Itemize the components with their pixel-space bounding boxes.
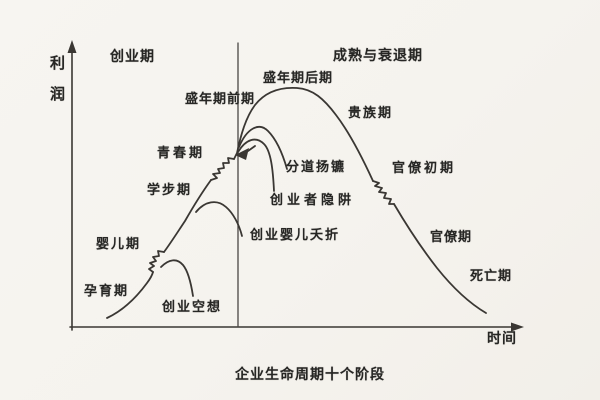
x-axis-label: 时间	[487, 331, 517, 347]
stage-label-late-prime: 盛年期后期	[263, 71, 334, 86]
stage-label-death: 死亡期	[470, 269, 513, 284]
pitfall-label-infant-mortality: 创业婴儿夭折	[250, 228, 341, 243]
phase-label-maturity-decline: 成熟与衰退期	[333, 48, 423, 64]
y-axis-label: 利润	[50, 54, 66, 103]
y-axis-arrow-icon	[67, 40, 77, 53]
stage-label-aristocracy: 贵族期	[348, 106, 394, 121]
branch-curve-divorce	[238, 126, 288, 170]
branch-curve-founders-trap	[237, 138, 275, 192]
pitfall-label-founders-trap: 创业者隐阱	[270, 193, 356, 208]
main-curve-infancy-gogo	[163, 179, 212, 253]
main-curve-prime-aristocracy	[233, 86, 374, 182]
junction-arrow-tail	[247, 145, 256, 152]
stage-label-adolescence: 青春期	[157, 146, 206, 161]
stage-label-bureaucracy: 官僚期	[430, 230, 473, 245]
stage-label-early-prime: 盛年期前期	[185, 92, 256, 107]
stage-label-early-bureaucracy: 官僚初期	[392, 161, 457, 176]
branch-curve-infant-mortality	[195, 201, 243, 237]
main-curve-courtship	[106, 271, 154, 319]
stage-label-go-go: 学步期	[147, 183, 193, 198]
main-curve-decline-death	[393, 203, 487, 314]
stage-label-courtship: 孕育期	[84, 284, 130, 299]
junction-arrow-icon	[235, 148, 249, 160]
break-squiggle-adolescence	[210, 157, 235, 181]
stage-label-infancy: 婴儿期	[96, 237, 142, 252]
break-squiggle-courtship	[148, 250, 165, 273]
phase-label-startup: 创业期	[110, 49, 155, 65]
pitfall-label-divorce: 分道扬镳	[286, 160, 347, 175]
x-axis-arrow-icon	[511, 322, 524, 332]
break-squiggle-bureaucracy	[372, 180, 395, 205]
branch-curve-affair	[160, 259, 194, 297]
diagram-title: 企业生命周期十个阶段	[235, 367, 385, 383]
pitfall-label-affair: 创业空想	[162, 300, 223, 315]
